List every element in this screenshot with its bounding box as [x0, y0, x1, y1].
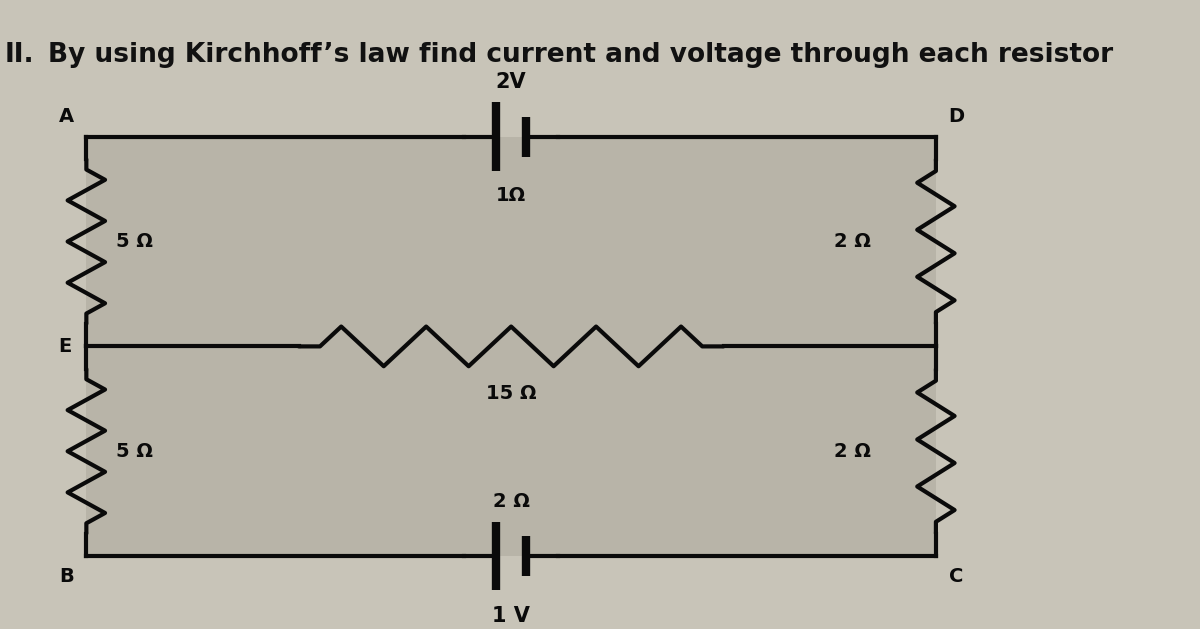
Text: 2V: 2V — [496, 72, 527, 92]
Text: 5 Ω: 5 Ω — [116, 442, 152, 461]
Text: 2 Ω: 2 Ω — [834, 232, 871, 251]
Text: 1 V: 1 V — [492, 606, 530, 626]
Text: D: D — [949, 107, 965, 126]
Text: 15 Ω: 15 Ω — [486, 384, 536, 403]
Text: 5 Ω: 5 Ω — [116, 232, 152, 251]
Bar — [86, 136, 936, 556]
Text: By using Kirchhoff’s law find current and voltage through each resistor: By using Kirchhoff’s law find current an… — [48, 42, 1114, 68]
Text: 1Ω: 1Ω — [496, 186, 526, 205]
Text: C: C — [949, 567, 964, 586]
Text: 2 Ω: 2 Ω — [493, 492, 529, 511]
Text: E: E — [58, 337, 71, 356]
Text: 2 Ω: 2 Ω — [834, 442, 871, 461]
Text: B: B — [59, 567, 73, 586]
Text: A: A — [59, 107, 73, 126]
Text: II.: II. — [5, 42, 35, 68]
